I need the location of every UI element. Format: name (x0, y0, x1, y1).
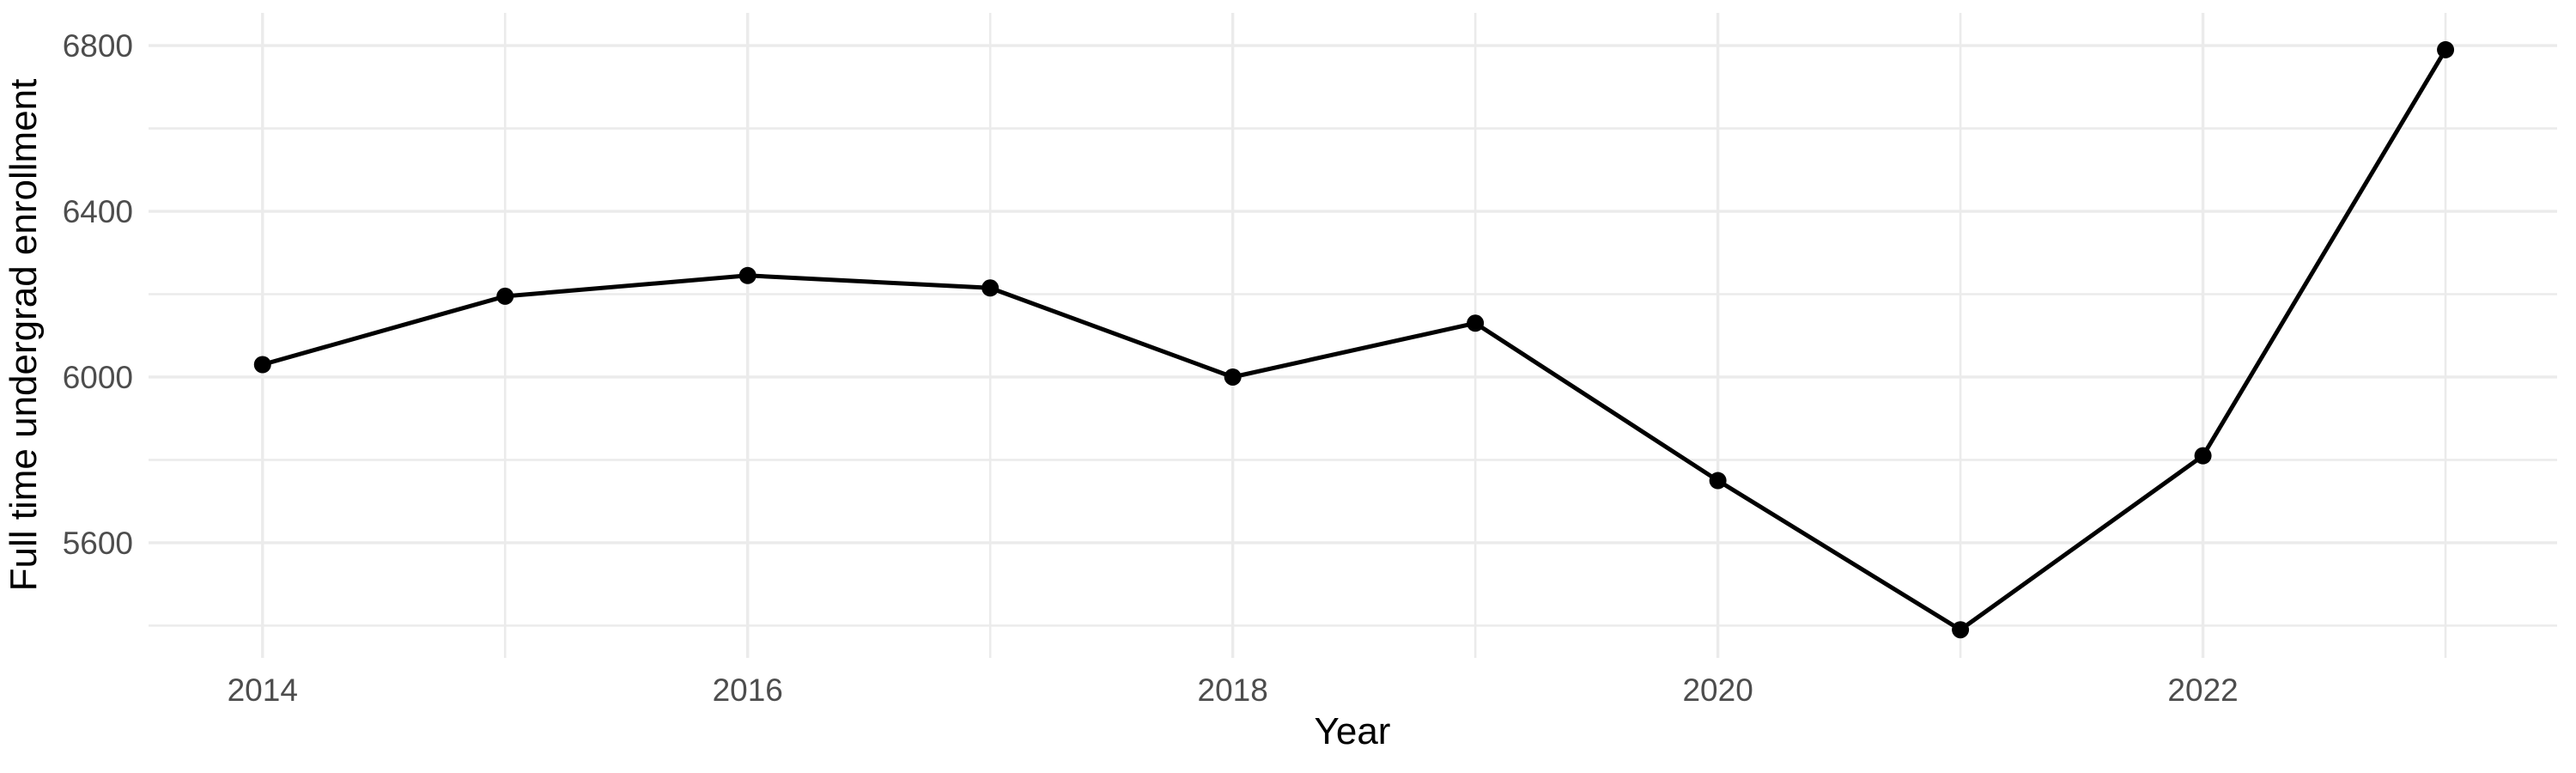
data-point-2016 (738, 266, 756, 284)
data-point-2017 (981, 279, 999, 297)
data-point-2022 (2194, 447, 2212, 465)
data-point-2015 (496, 287, 514, 305)
enrollment-line-series (262, 48, 2448, 633)
data-point-2014 (253, 356, 271, 374)
x-tick-label-2014: 2014 (228, 673, 298, 708)
x-tick-label-2016: 2016 (713, 673, 783, 708)
data-point-2019 (1467, 314, 1485, 332)
y-tick-label-5600: 5600 (63, 526, 133, 561)
data-points (253, 40, 2455, 639)
y-tick-label-6000: 6000 (63, 360, 133, 395)
major-gridlines (149, 13, 2557, 658)
y-axis-tick-labels: 5600 6000 6400 6800 (63, 28, 133, 561)
x-axis-title: Year (1315, 710, 1391, 752)
x-tick-label-2022: 2022 (2167, 673, 2238, 708)
enrollment-line (262, 48, 2448, 633)
data-point-2020 (1709, 472, 1727, 490)
x-axis-tick-labels: 2014 2016 2018 2020 2022 (228, 673, 2239, 708)
y-tick-label-6800: 6800 (63, 28, 133, 64)
minor-gridlines (149, 13, 2557, 658)
y-tick-label-6400: 6400 (63, 194, 133, 229)
data-point-2023 (2437, 40, 2455, 58)
y-axis-title: Full time undergrad enrollment (3, 79, 45, 592)
x-tick-label-2018: 2018 (1198, 673, 1268, 708)
x-tick-label-2020: 2020 (1682, 673, 1753, 708)
data-point-2018 (1224, 368, 1242, 386)
data-point-2021 (1952, 621, 1970, 639)
